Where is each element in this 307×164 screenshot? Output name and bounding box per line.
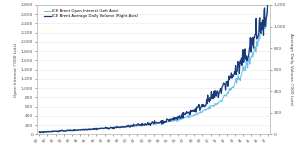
- ICE Brent Average Daily Volume (Right Axis): [37, 131, 41, 133]
- ICE Brent Average Daily Volume (Right Axis): [90, 128, 94, 130]
- ICE Brent Open Interest (Left Axis): [169, 119, 173, 121]
- Legend: ICE Brent Open Interest (Left Axis), ICE Brent Average Daily Volume (Right Axis): ICE Brent Open Interest (Left Axis), ICE…: [44, 8, 139, 19]
- Y-axis label: Open Interest ('000 Lots): Open Interest ('000 Lots): [14, 42, 18, 97]
- ICE Brent Open Interest (Left Axis): [261, 21, 265, 23]
- ICE Brent Open Interest (Left Axis): [122, 126, 126, 128]
- ICE Brent Average Daily Volume (Right Axis): [122, 126, 126, 128]
- ICE Brent Average Daily Volume (Right Axis): [41, 132, 45, 133]
- Line: ICE Brent Open Interest (Left Axis): ICE Brent Open Interest (Left Axis): [39, 4, 268, 132]
- ICE Brent Open Interest (Left Axis): [90, 128, 94, 130]
- ICE Brent Average Daily Volume (Right Axis): [52, 130, 56, 132]
- ICE Brent Average Daily Volume (Right Axis): [266, 0, 270, 2]
- ICE Brent Open Interest (Left Axis): [177, 117, 181, 119]
- Line: ICE Brent Average Daily Volume (Right Axis): ICE Brent Average Daily Volume (Right Ax…: [39, 1, 268, 133]
- ICE Brent Average Daily Volume (Right Axis): [169, 119, 173, 121]
- ICE Brent Open Interest (Left Axis): [52, 130, 56, 132]
- ICE Brent Average Daily Volume (Right Axis): [261, 22, 265, 24]
- ICE Brent Open Interest (Left Axis): [44, 131, 48, 133]
- ICE Brent Open Interest (Left Axis): [266, 3, 270, 5]
- Y-axis label: Average Daily Volume ('000 Lots): Average Daily Volume ('000 Lots): [289, 33, 293, 106]
- ICE Brent Open Interest (Left Axis): [37, 131, 41, 133]
- ICE Brent Average Daily Volume (Right Axis): [177, 115, 181, 117]
